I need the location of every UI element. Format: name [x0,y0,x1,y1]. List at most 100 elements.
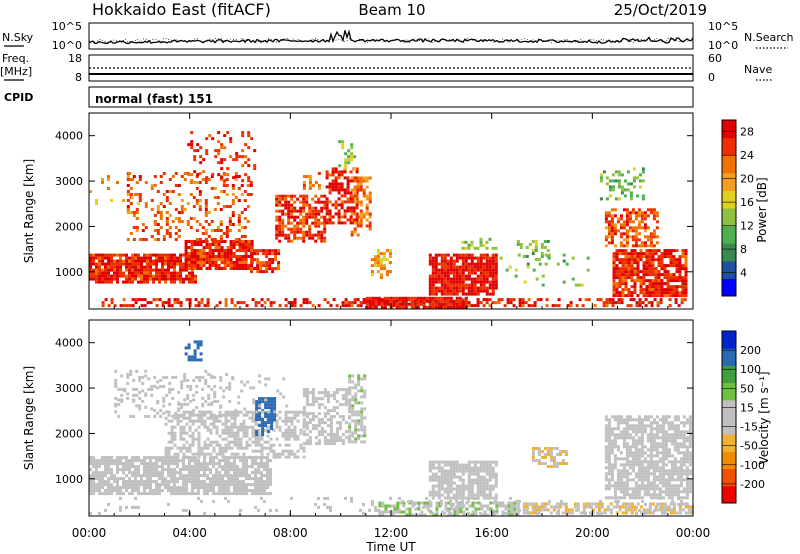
data-cell [353,188,357,192]
data-cell [236,477,239,481]
data-cell [440,256,444,260]
data-cell [461,490,465,494]
data-cell [305,233,309,237]
data-cell [263,440,267,444]
data-cell [464,253,468,257]
data-cell [168,381,172,385]
data-cell [152,492,155,496]
data-cell [635,304,639,308]
data-cell [468,504,472,508]
data-cell [531,459,535,462]
data-cell [92,474,95,478]
data-cell [182,280,185,284]
data-cell [440,259,444,263]
data-cell [129,193,133,196]
data-cell [117,387,121,391]
data-cell [531,447,535,450]
data-cell [194,277,197,281]
data-cell [227,431,231,435]
data-cell [540,505,544,509]
data-cell [666,255,670,259]
data-cell [131,474,134,478]
data-cell [663,288,667,292]
data-cell [360,395,364,399]
data-cell [627,252,631,256]
data-cell [353,197,357,201]
data-cell [101,471,104,475]
data-cell [461,463,465,467]
data-cell [363,395,367,399]
data-cell [428,466,432,470]
data-cell [293,304,297,308]
data-cell [200,483,203,487]
data-cell [605,182,609,186]
data-cell [634,232,638,236]
data-cell [156,411,160,415]
data-cell [317,218,321,222]
data-cell [628,220,632,224]
data-cell [645,267,649,271]
data-cell [128,271,131,275]
data-cell [214,149,218,153]
data-cell [678,505,682,509]
data-cell [443,277,447,281]
data-cell [506,298,510,302]
data-cell [485,271,489,275]
data-cell [508,265,512,269]
data-cell [338,164,342,168]
data-cell [308,430,312,434]
data-cell [210,387,214,391]
data-cell [461,481,465,485]
data-cell [443,283,447,287]
data-cell [302,446,306,450]
data-cell [209,452,213,456]
data-cell [370,273,374,277]
data-cell [290,416,294,420]
data-cell [534,508,538,512]
data-cell [344,164,348,168]
data-cell [179,274,182,278]
data-cell [218,459,221,463]
data-cell [428,478,432,482]
data-cell [449,496,453,500]
data-cell [110,456,113,460]
data-cell [221,474,224,478]
data-cell [287,437,291,441]
data-cell [633,249,637,253]
data-cell [464,274,468,278]
data-cell [128,277,131,281]
data-cell [555,447,559,450]
data-cell [473,466,477,470]
data-cell [167,455,171,459]
data-cell [622,439,626,443]
data-cell [92,268,95,272]
data-cell [198,414,202,418]
data-cell [170,434,174,438]
data-cell [155,471,158,475]
data-cell [125,486,128,490]
data-cell [494,271,498,275]
data-cell [654,258,658,262]
data-cell [261,421,265,425]
data-cell [143,253,146,257]
data-cell [235,264,239,267]
data-cell [616,433,620,437]
data-cell [92,262,95,266]
data-cell [632,179,636,183]
data-cell [608,298,612,302]
data-cell [610,439,614,443]
data-cell [331,203,335,207]
data-cell [458,271,462,275]
data-cell [299,443,303,447]
data-cell [206,474,209,478]
data-cell [238,243,242,246]
data-cell [623,179,627,183]
data-cell [89,274,92,278]
data-cell [652,232,656,236]
data-cell [625,241,629,245]
data-cell [177,390,181,394]
data-cell [604,451,608,455]
data-cell [229,140,233,144]
data-cell [135,226,139,229]
data-cell [669,291,673,295]
